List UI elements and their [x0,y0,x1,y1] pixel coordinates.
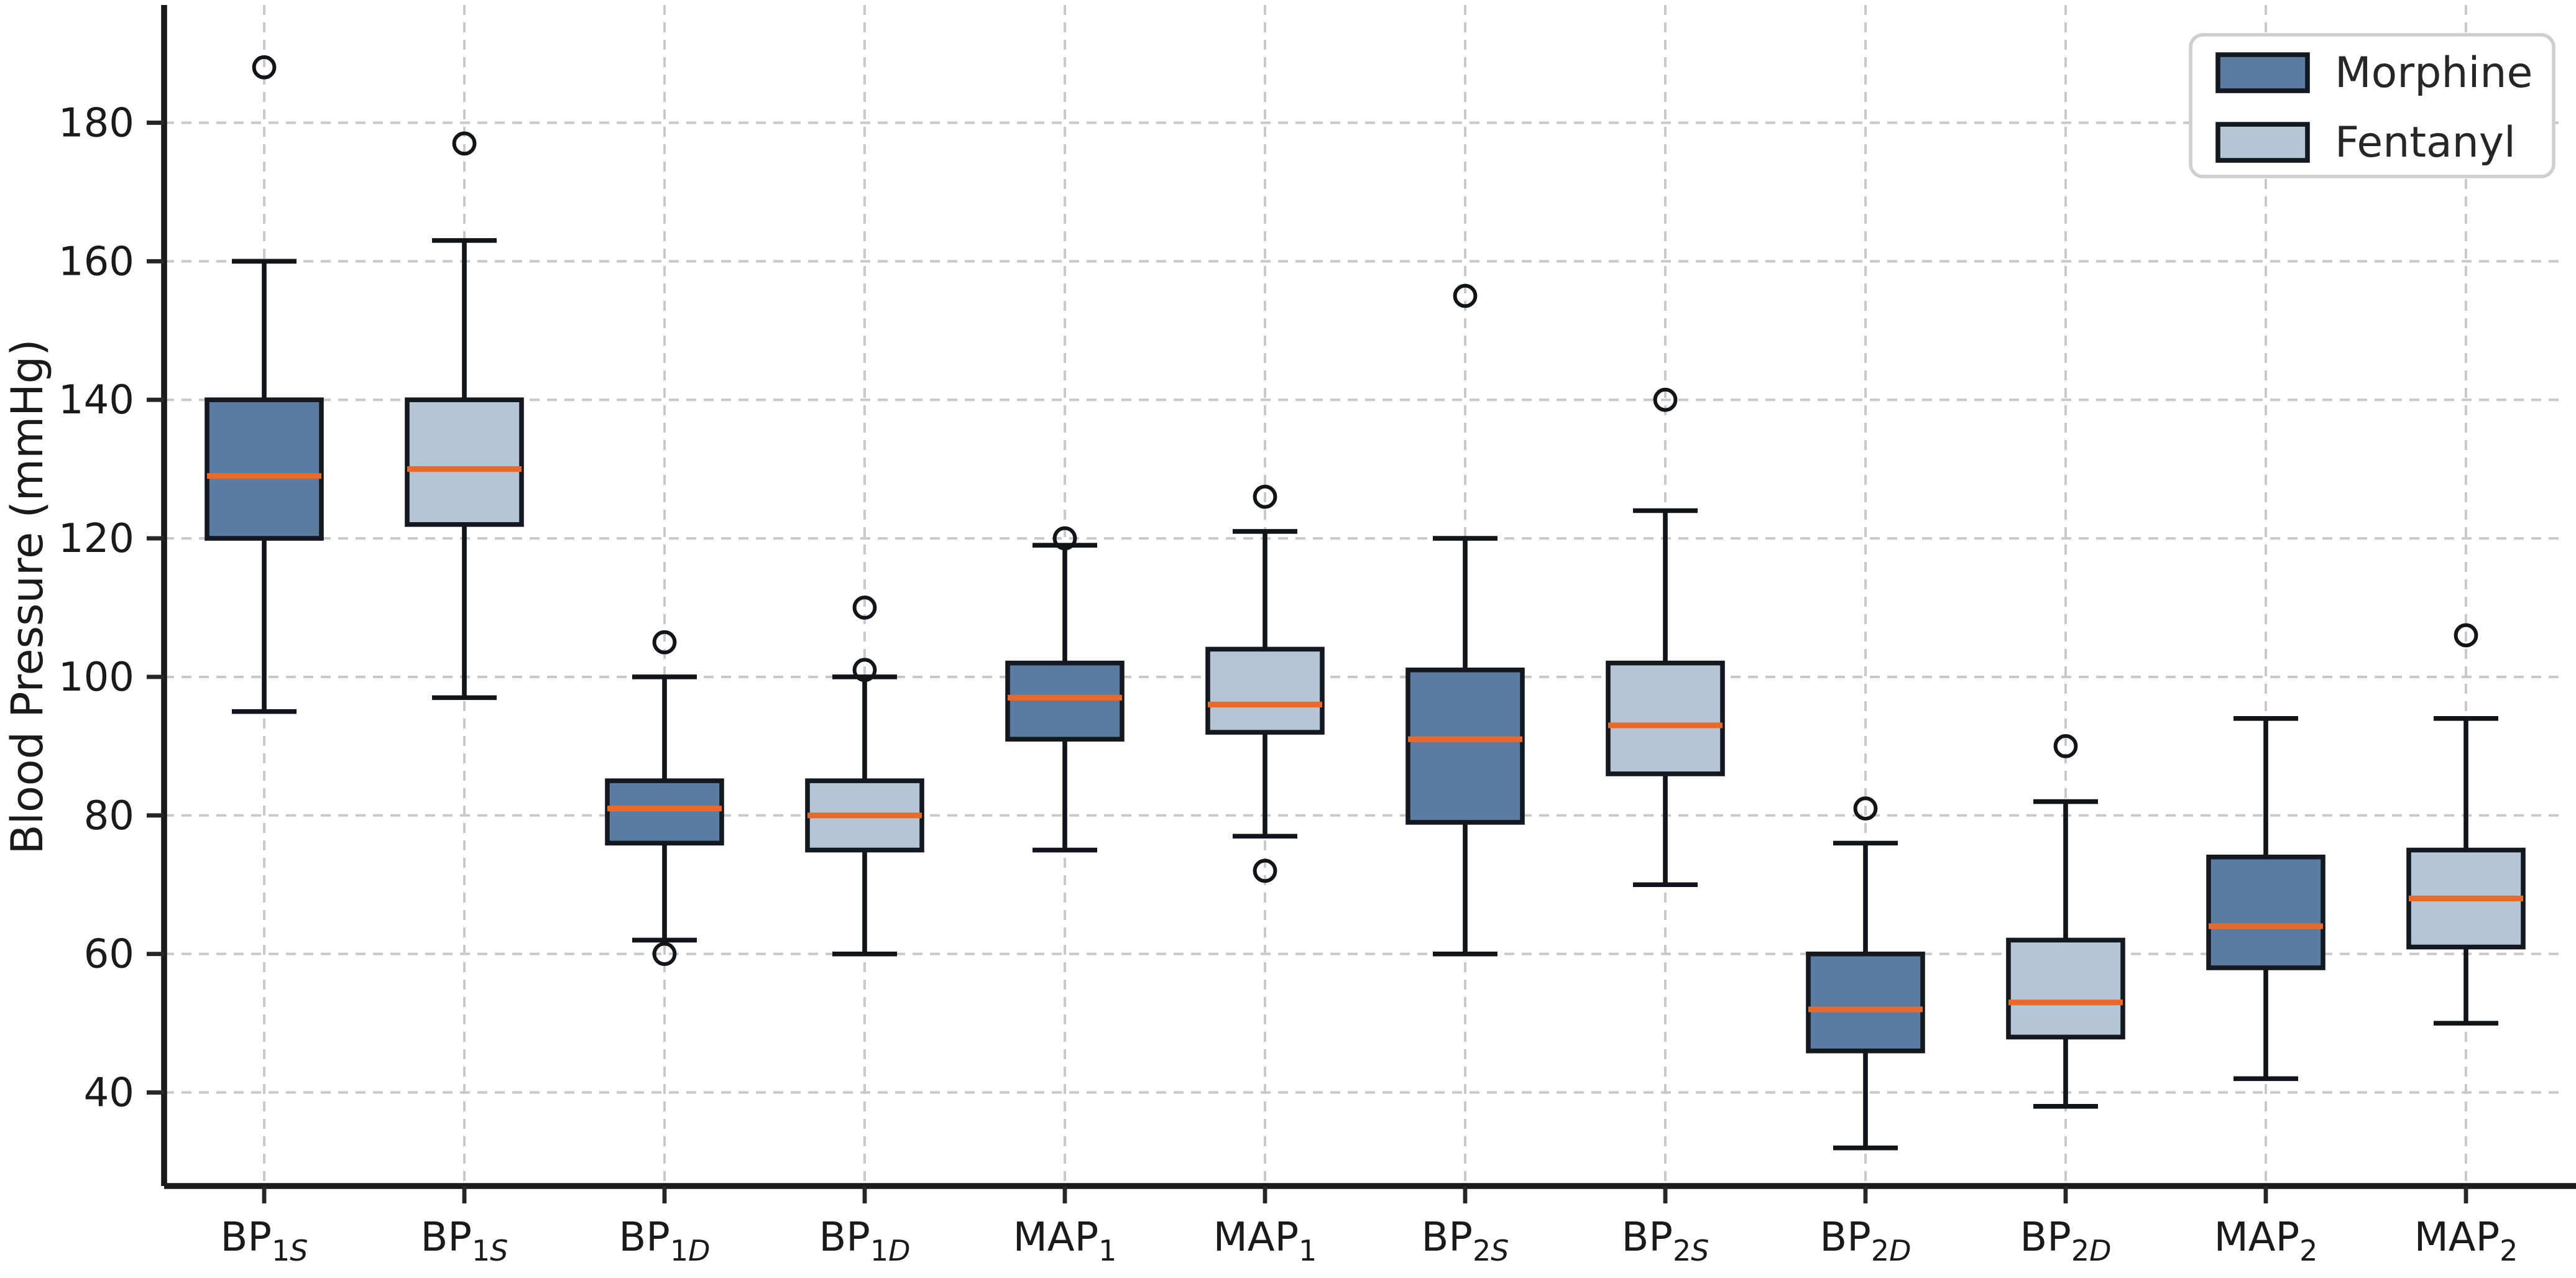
x-tick-label: BP1S [221,1215,308,1267]
outlier-point [1052,526,1077,551]
box-group-map_1-morphine [1005,526,1125,853]
legend-swatch-fentanyl [2215,122,2310,163]
y-tick-label: 100 [58,655,134,701]
outlier-point [2454,623,2478,648]
box-group-bp_1d-fentanyl [805,595,924,957]
y-tick-label: 80 [84,793,134,839]
outlier-point [1253,858,1277,883]
x-tick-label: MAP1 [1013,1215,1117,1267]
box-group-bp_1s-morphine [205,55,324,714]
y-tick-label: 60 [84,932,134,978]
gridlines [164,5,2566,1186]
y-tick-label: 180 [58,100,134,146]
outlier-point [1853,796,1878,821]
box-group-bp_2s-fentanyl [1606,387,1725,888]
outlier-point [852,595,877,620]
boxplot-series [205,55,2526,1151]
outlier-point [452,131,477,156]
iqr-box [1205,646,1325,735]
y-axis-title: Blood Pressure (mmHg) [2,339,53,854]
outlier-point [652,630,677,655]
x-tick-label: MAP2 [2214,1215,2318,1267]
box-group-bp_1s-fentanyl [405,131,524,701]
legend-label-morphine: Morphine [2335,48,2532,98]
box-group-bp_1d-morphine [605,630,724,967]
x-tick-label: BP1D [819,1215,910,1267]
iqr-box [2206,854,2325,970]
x-tick-label: BP2D [2020,1215,2111,1267]
box-group-map_2-morphine [2206,716,2325,1082]
outlier-point [852,658,877,683]
box-group-bp_2d-morphine [1806,796,1925,1151]
iqr-box [2006,937,2125,1040]
iqr-box [1405,667,1525,825]
x-tick-label: MAP1 [1213,1215,1317,1267]
legend-label-fentanyl: Fentanyl [2335,118,2516,167]
y-tick-label: 40 [84,1070,134,1116]
iqr-box [1606,660,1725,776]
x-tick-label: BP1S [421,1215,508,1267]
iqr-box [1005,660,1125,742]
box-group-map_1-fentanyl [1205,484,1325,883]
iqr-box [1806,951,1925,1054]
outlier-point [2053,733,2078,758]
y-tick-label: 140 [58,377,134,423]
box-group-map_2-fentanyl [2406,623,2526,1026]
x-tick-label: MAP2 [2414,1215,2518,1267]
iqr-box [405,397,524,527]
y-tick-label: 160 [58,239,134,285]
outlier-point [1253,484,1277,509]
axes: 40 60 80 100 120 140 160 180 BP1S BP1S BP1D BP1D MAP… [58,5,2576,1267]
y-tick-label: 120 [58,516,134,562]
box-group-bp_2d-fentanyl [2006,733,2125,1109]
outlier-point [252,55,277,80]
outlier-point [1653,387,1678,412]
x-tick-label: BP2D [1819,1215,1911,1267]
x-tick-label: BP1D [619,1215,710,1267]
legend: Morphine Fentanyl [2189,33,2555,178]
x-tick-label: BP2S [1622,1215,1709,1267]
outlier-point [1453,283,1478,308]
iqr-box [605,778,724,846]
outlier-point [652,942,677,967]
legend-swatch-morphine [2215,52,2310,93]
box-group-bp_2s-morphine [1405,283,1525,957]
iqr-box [205,397,324,541]
x-tick-label: BP2S [1422,1215,1509,1267]
